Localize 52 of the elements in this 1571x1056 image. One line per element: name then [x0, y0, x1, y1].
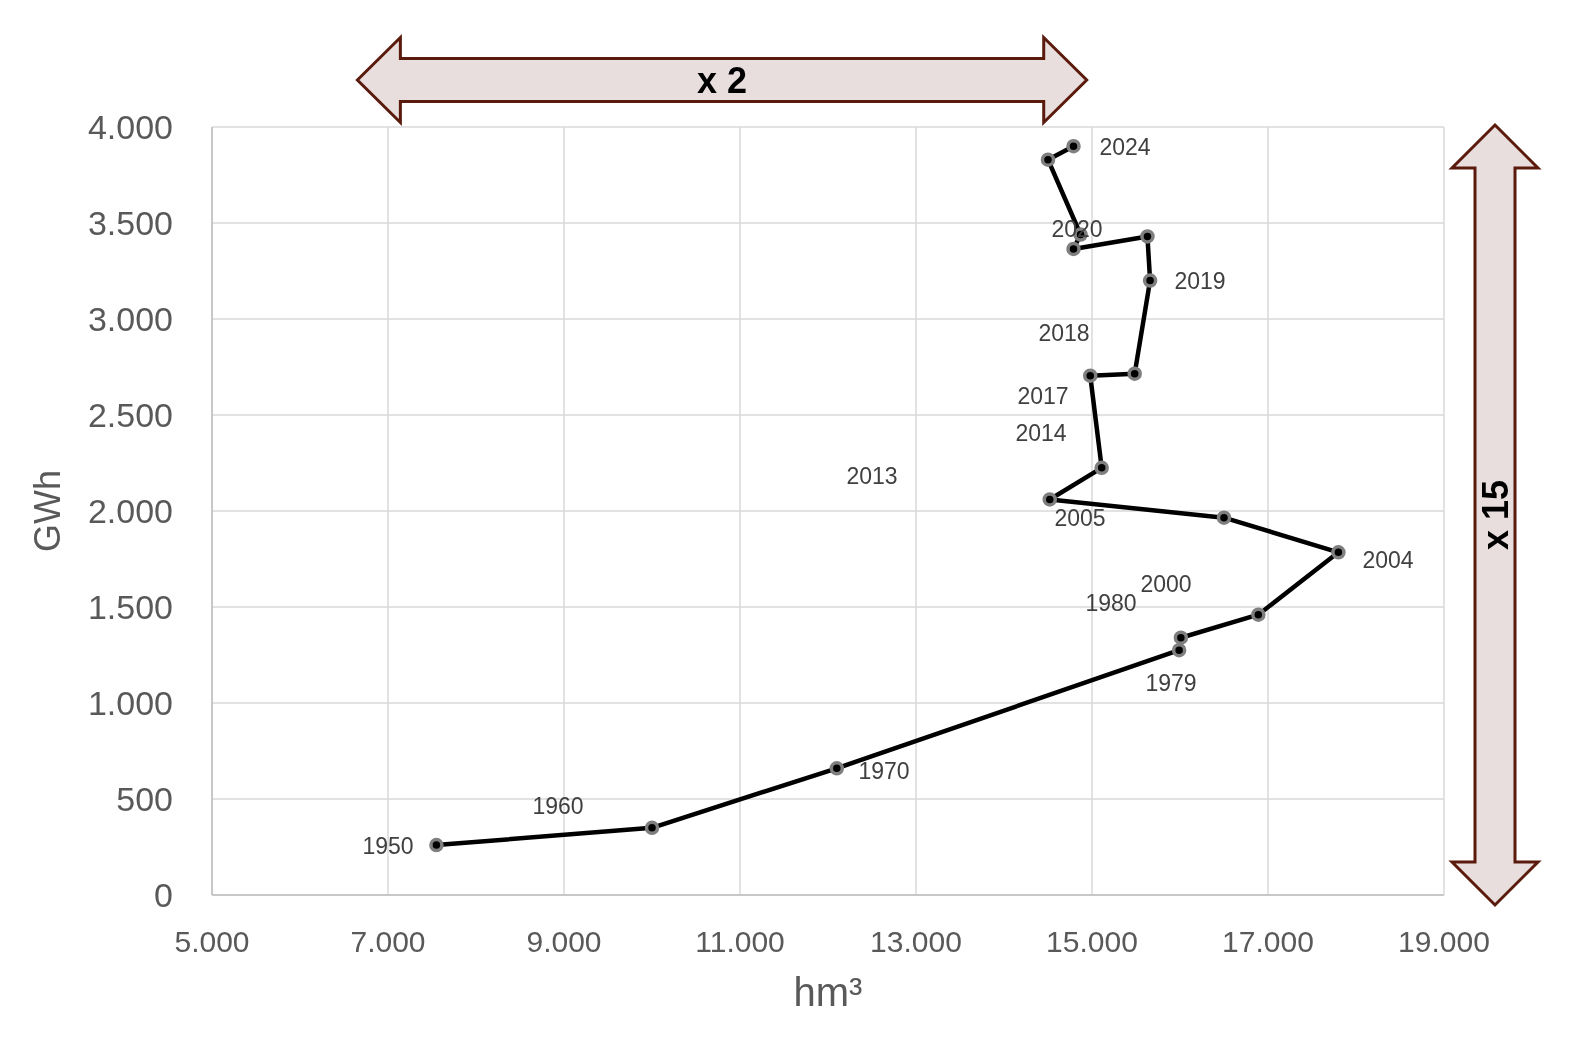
x-axis-title: hm³ [793, 970, 863, 1014]
point [1216, 510, 1232, 525]
annotation: 2000 [1140, 571, 1192, 598]
point [1331, 545, 1346, 560]
x-tick-label: 19.000 [1398, 925, 1490, 958]
y-tick-label: 2.000 [87, 491, 173, 530]
annotation: 2005 [1054, 505, 1106, 532]
annotation: 1970 [858, 758, 910, 785]
x-tick-label: 7.000 [350, 925, 426, 958]
point [1142, 273, 1158, 288]
annotation: 2017 [1017, 383, 1069, 410]
y-tick-label: 3.500 [87, 203, 173, 242]
y-tick-label: 500 [116, 779, 173, 818]
x-tick-label: 5.000 [174, 925, 250, 958]
x-tick-label: 11.000 [695, 925, 785, 958]
point [1094, 460, 1109, 476]
x-tick-label: 13.000 [870, 925, 962, 958]
annotation: 2019 [1174, 268, 1226, 295]
annotation: 2013 [846, 463, 898, 490]
annotation: 1950 [362, 833, 414, 860]
y-tick-label: 1.000 [87, 683, 173, 722]
annotation: 1979 [1145, 670, 1197, 697]
point [1066, 138, 1081, 154]
point [829, 761, 845, 776]
x-tick-label: 17.000 [1222, 925, 1314, 958]
point [644, 820, 660, 836]
text: x 15 [1474, 479, 1516, 551]
annotation: 2014 [1015, 420, 1067, 447]
y-axis-title: GWh [27, 469, 68, 553]
annotation: 1960 [532, 793, 584, 820]
point [1173, 630, 1189, 645]
y-tick-label: 3.000 [87, 299, 173, 338]
point [1082, 368, 1098, 383]
y-tick-label: 2.500 [87, 395, 173, 434]
annotation: 1980 [1085, 590, 1137, 617]
point [1171, 642, 1187, 658]
y-tick-label: 4.000 [87, 107, 173, 146]
point [1127, 366, 1142, 381]
annotation: 2004 [1362, 547, 1414, 574]
y-tick-label: 1.500 [87, 587, 173, 626]
annotation: 2018 [1038, 320, 1090, 347]
x-tick-label: 9.000 [526, 925, 602, 958]
text: x 2 [697, 59, 748, 101]
x-tick-label: 15.000 [1046, 925, 1138, 958]
annotation: 2024 [1099, 134, 1151, 161]
point [1251, 607, 1266, 622]
point [429, 837, 444, 853]
y-tick-label: 0 [154, 875, 173, 914]
point [1042, 492, 1058, 507]
point [1140, 229, 1155, 244]
point [1066, 241, 1081, 257]
point [1040, 152, 1056, 167]
